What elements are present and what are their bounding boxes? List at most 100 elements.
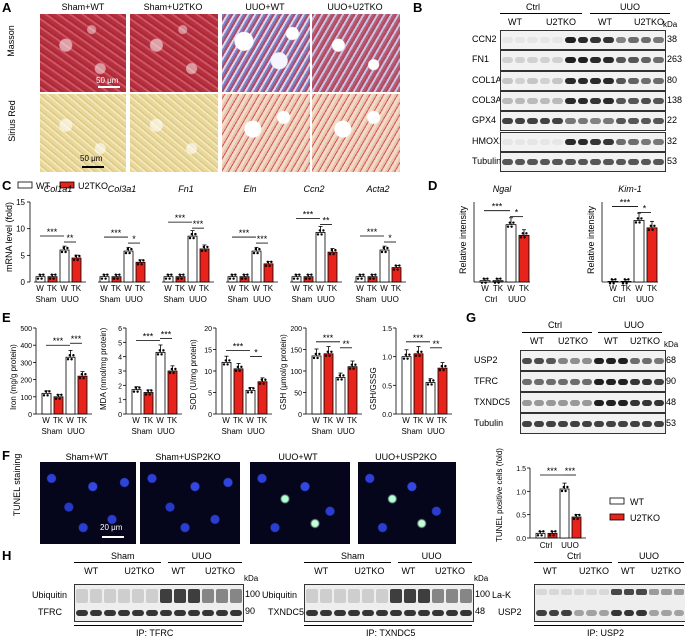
- c-fn1-bar-3: [199, 248, 210, 283]
- b-protein-tubulin: Tubulin: [472, 155, 502, 166]
- e-xlabel-0-1: TK: [53, 416, 64, 425]
- c-col1a1-dot-3-0: [72, 258, 76, 262]
- f-scale: 20 μm: [100, 523, 123, 532]
- f-ytick-label-0: 0.0: [516, 536, 526, 543]
- h1-group2: UUO: [421, 551, 442, 561]
- e-ytick-label-4-1: 0.5: [382, 383, 392, 390]
- d-sig-0-b: *: [515, 208, 519, 218]
- f-legend-ko-swatch: [609, 513, 625, 521]
- c-eln-dot-1-3: [246, 273, 249, 276]
- e-0-dot-3-0: [78, 376, 82, 380]
- e-1-dot-0-1: [134, 386, 137, 389]
- c-eln-dot-3-0: [264, 264, 268, 268]
- e-ytick-label-0-0: 0: [28, 412, 32, 419]
- blot-band: [628, 37, 639, 44]
- b-ko-2: U2TKO: [634, 17, 665, 27]
- c-xlabel-0-3: TK: [71, 284, 82, 293]
- e-ytick-label-0-1: 100: [20, 395, 32, 402]
- c-sig-3-a: ***: [239, 228, 250, 238]
- blot-band: [577, 158, 589, 165]
- d-1-dot-3-3: [653, 224, 656, 228]
- e-4-dot-1-0: [414, 354, 418, 357]
- c-uuo-3: UUO: [253, 295, 271, 304]
- blot-band: [673, 610, 684, 616]
- blot-band: [577, 37, 589, 44]
- blot-band: [648, 589, 659, 595]
- d-0-dot-0-2: [484, 281, 487, 284]
- blot-band: [561, 610, 572, 616]
- e-0-dot-1-2: [58, 397, 61, 400]
- blot-band: [558, 357, 568, 364]
- h2-ip-line: [534, 625, 684, 626]
- e-2-dot-1-2: [238, 369, 241, 373]
- g-ctrl: Ctrl: [548, 320, 562, 330]
- e-ytick-label-1-6: 6: [118, 326, 122, 333]
- c-fn1-dot-1-0: [176, 277, 180, 280]
- c-fn1-dot-0-1: [166, 273, 169, 276]
- e-4-dot-0-1: [404, 353, 407, 356]
- blot-band: [514, 57, 526, 64]
- e-2-dot-1-3: [240, 365, 243, 369]
- blot-band: [230, 589, 242, 603]
- c-fn1-dot-0-3: [170, 273, 173, 276]
- f-legend-wt-swatch: [609, 497, 625, 505]
- g-protein-usp2: USP2: [474, 355, 498, 365]
- e-2-dot-3-0: [258, 382, 262, 385]
- d-0-dot-0-3: [486, 277, 489, 280]
- h0-kda-bottom: 90: [245, 606, 256, 616]
- c-col1a1-bar-3: [71, 257, 82, 283]
- c-col1a1-dot-3-1: [74, 254, 78, 258]
- c-acta2-dot-2-1: [382, 246, 385, 250]
- e-2-dot-2-1: [248, 387, 251, 390]
- e-0-bar-2: [65, 356, 76, 415]
- blot-band: [546, 399, 556, 406]
- c-eln-dot-0-1: [230, 273, 233, 276]
- blot-band: [653, 57, 664, 64]
- e-ytick-label-1-1: 1: [118, 398, 122, 405]
- c-col3a1-dot-3-0: [136, 263, 140, 266]
- c-eln-dot-3-1: [266, 260, 269, 264]
- f-sig-a: ***: [547, 466, 558, 476]
- e-2-dot-1-1: [236, 365, 239, 369]
- blot-band: [590, 158, 601, 165]
- blot-band: [615, 98, 627, 105]
- panel-label-f: F: [2, 448, 10, 463]
- d-1-bar-0: [607, 280, 619, 283]
- blot-band: [522, 357, 532, 364]
- c-xlabel-0-0: W: [36, 284, 44, 293]
- c-ccn2-dot-3-2: [332, 252, 335, 256]
- e-3-dot-2-2: [340, 378, 343, 381]
- f-dot-2-0: [560, 489, 564, 493]
- e-xlabel-3-1: TK: [323, 416, 334, 425]
- blot-band: [582, 420, 592, 427]
- g-kda-txndc5: 48: [666, 397, 677, 407]
- blot-band: [598, 610, 609, 616]
- c-sig-2-a: ***: [175, 213, 186, 223]
- c-gene-2: Fn1: [178, 184, 194, 194]
- blot-band: [653, 158, 664, 165]
- e-0-bar-3: [77, 375, 88, 415]
- e-ylabel-3: GSH (μmol/g protein): [279, 334, 288, 410]
- blot-band: [602, 98, 614, 105]
- blot-band: [590, 37, 601, 44]
- c-col3a1-dot-2-3: [130, 247, 133, 251]
- e-xlabel-1-2: W: [156, 416, 164, 425]
- blot-band: [514, 98, 526, 105]
- tunel-sham-wt-image: [40, 462, 136, 544]
- c-sham-4: Sham: [292, 295, 313, 304]
- d-xlabel-1-1: TK: [621, 284, 632, 293]
- c-acta2-bar-3: [391, 267, 402, 283]
- e-uuo-3: UUO: [337, 427, 355, 436]
- a-scale-bar-bottom: [82, 166, 104, 168]
- c-xlabel-0-1: TK: [47, 284, 58, 293]
- e-4-dot-1-1: [416, 350, 419, 353]
- blot-band: [446, 589, 458, 603]
- h1-ko-2: U2TKO: [435, 566, 466, 576]
- h1-top-label: Ubiquitin: [262, 590, 298, 600]
- h1-group1: Sham: [340, 551, 365, 561]
- a-group-2: Sham+U2TKO: [143, 2, 203, 12]
- blot-band: [446, 610, 458, 616]
- blot-band: [640, 37, 652, 44]
- blot-band: [539, 158, 551, 165]
- c-col1a1-dot-1-0: [48, 277, 52, 280]
